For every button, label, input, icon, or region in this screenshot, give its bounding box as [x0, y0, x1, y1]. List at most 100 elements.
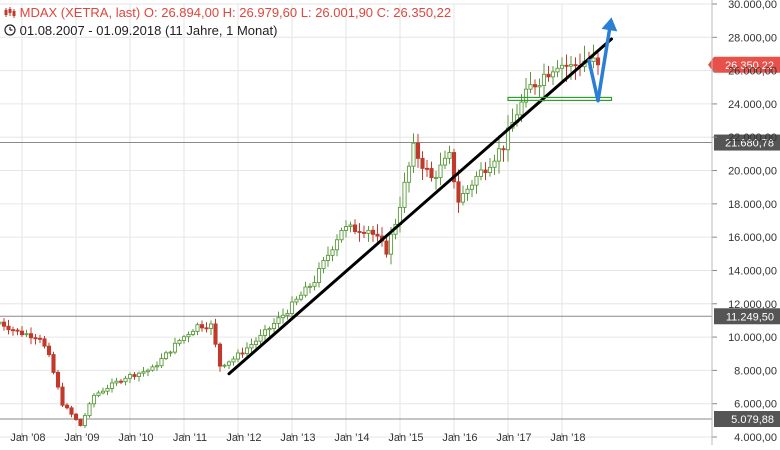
candlestick-icon [4, 5, 16, 22]
candle-body [96, 392, 101, 396]
candle-body [69, 407, 74, 415]
duration: (11 Jahre, 1 Monat) [164, 23, 278, 39]
annotations [227, 17, 618, 376]
candle-body [114, 380, 119, 384]
candle-body [186, 334, 191, 338]
level-label: 11.249,50 [726, 311, 774, 323]
candle-body [177, 339, 182, 344]
candle-body [496, 148, 502, 162]
candle-body [303, 286, 308, 296]
candle-body [384, 240, 389, 255]
candle-body [127, 374, 133, 379]
candle-body [10, 329, 16, 332]
candle-body [64, 404, 70, 409]
last-price-badge [708, 56, 780, 73]
candle-body [487, 166, 493, 173]
x-tick-label: Jan '13 [280, 432, 315, 444]
candle-body [406, 165, 412, 183]
candle-body [366, 229, 371, 234]
low-value: L: 26.001,90 [300, 5, 374, 20]
chart-header: MDAX (XETRA, last) O: 26.894,00 H: 26.97… [4, 4, 451, 40]
x-tick-label: Jan '09 [64, 432, 99, 444]
axes: 4.000,00 6.000,00 8.000,00 10.000,00 12.000,… [10, 0, 777, 445]
candle-body [352, 224, 358, 232]
x-tick-label: Jan '12 [226, 432, 261, 444]
y-tick-label: 22.000,00 [728, 132, 777, 144]
candle-body [451, 152, 457, 183]
candle-body [78, 419, 83, 426]
y-tick-label: 14.000,00 [728, 265, 777, 277]
candle-body [6, 325, 11, 331]
candle-body [456, 181, 461, 203]
x-tick-label: Jan '18 [550, 432, 585, 444]
arrow-up-head [601, 17, 618, 32]
candle-body [442, 157, 448, 166]
candle-body [501, 148, 506, 151]
y-tick-label: 24.000,00 [728, 99, 777, 111]
candle-body [204, 327, 209, 330]
candle-body [51, 354, 56, 373]
candle-body [118, 380, 124, 383]
candle-body [226, 361, 232, 366]
y-tick-label: 12.000,00 [728, 299, 777, 311]
candle-body [109, 382, 115, 389]
candle-body [163, 352, 169, 359]
candle-body [136, 372, 142, 377]
candle-body [258, 334, 263, 342]
candle-body [402, 181, 407, 208]
horizontal-levels: 21.680,78 11.249,50 5.079,88 26.350,22 [0, 56, 780, 428]
candle-body [1, 321, 7, 327]
candle-body [595, 57, 601, 66]
y-tick-label: 10.000,00 [728, 332, 777, 344]
y-tick-label: 26.000,00 [728, 66, 777, 78]
candle-body [433, 177, 439, 180]
candle-body [222, 364, 227, 367]
candle-body [528, 84, 533, 90]
candle-body [73, 413, 79, 420]
candle-body [181, 336, 187, 341]
candle-body [55, 371, 61, 388]
candle-body [60, 386, 65, 406]
level-badge [714, 411, 780, 428]
candle-body [325, 254, 331, 261]
open-value: O: 26.894,00 [143, 5, 220, 20]
candle-body [447, 152, 452, 159]
candle-body [541, 73, 547, 86]
candle-body [307, 285, 313, 288]
candle-body [298, 294, 304, 300]
candle-body [573, 64, 578, 67]
y-tick-label: 4.000,00 [734, 432, 777, 444]
candle-body [280, 314, 286, 319]
candle-body [532, 84, 538, 88]
candle-body [361, 231, 367, 234]
candle-body [244, 347, 250, 354]
range-line: 01.08.2007 - 01.09.2018 (11 Jahre, 1 Mon… [4, 22, 451, 40]
trend-line [227, 37, 613, 376]
candle-body [91, 394, 97, 405]
candle-body [334, 239, 340, 251]
candle-body [285, 313, 290, 316]
candle-body [420, 157, 425, 169]
candle-body [141, 371, 146, 374]
candle-body [424, 167, 430, 170]
candle-body [267, 328, 272, 331]
candle-body [465, 188, 470, 194]
candle-body [276, 317, 281, 324]
candle-body [564, 64, 569, 67]
instrument-line: MDAX (XETRA, last) O: 26.894,00 H: 26.97… [4, 4, 451, 22]
candle-body [249, 344, 254, 349]
candle-body [523, 88, 529, 103]
date-range: 01.08.2007 - 01.09.2018 [19, 23, 162, 39]
x-tick-label: Jan '10 [118, 432, 153, 444]
candle-body [213, 323, 218, 345]
candle-body [294, 298, 299, 303]
grid [0, 3, 712, 438]
candle-body [330, 249, 335, 256]
candle-body [168, 351, 173, 354]
y-tick-label: 16.000,00 [728, 232, 777, 244]
candle-body [357, 231, 362, 233]
candle-body [159, 358, 164, 367]
candle-body [388, 233, 394, 255]
